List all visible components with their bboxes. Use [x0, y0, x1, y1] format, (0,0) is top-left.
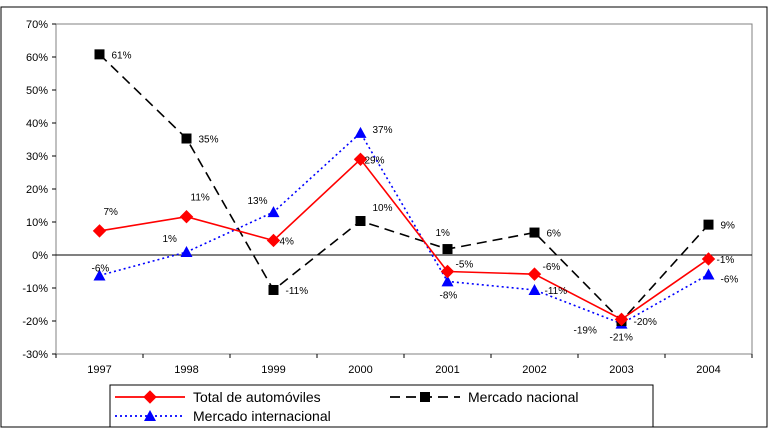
y-tick-label: 20%: [26, 184, 48, 196]
data-label: -19%: [574, 325, 597, 336]
data-label: -6%: [721, 274, 739, 285]
data-label: 10%: [373, 203, 393, 214]
data-point: [614, 312, 629, 327]
data-label: 9%: [721, 221, 736, 232]
legend-swatch-marker: [420, 392, 430, 402]
series-line: [98, 53, 710, 323]
data-point: [354, 126, 367, 138]
data-label: -5%: [456, 260, 474, 271]
x-tick-label: 2000: [348, 364, 372, 376]
data-point: [355, 216, 366, 227]
y-tick-label: 40%: [26, 118, 48, 130]
legend-entry-label: Total de automóviles: [193, 389, 321, 405]
data-label: -8%: [440, 290, 458, 301]
x-tick-label: 1997: [87, 364, 111, 376]
data-point: [94, 49, 105, 60]
data-label: -11%: [545, 286, 568, 297]
plot-area: [55, 23, 753, 355]
data-point: [701, 252, 716, 266]
y-tick-label: -30%: [22, 349, 48, 361]
y-tick-label: 30%: [26, 151, 48, 163]
data-label: -11%: [286, 286, 309, 297]
data-point: [441, 275, 454, 287]
x-tick-label: 2003: [609, 364, 633, 376]
data-label: -6%: [92, 263, 110, 274]
series-line: [99, 158, 709, 321]
data-label: -1%: [717, 255, 735, 266]
data-label: 29%: [365, 155, 385, 166]
y-tick-label: -20%: [22, 316, 48, 328]
series-line: [99, 131, 709, 325]
y-tick-label: 10%: [26, 217, 48, 229]
y-tick-label: 50%: [26, 85, 48, 97]
data-label: 6%: [547, 229, 562, 240]
legend: Total de automóviles Mercado nacional Merc…: [109, 384, 654, 428]
data-label: 4%: [280, 236, 295, 247]
data-point: [702, 268, 715, 280]
y-tick-label: 70%: [26, 19, 48, 31]
y-tick-label: 60%: [26, 52, 48, 64]
y-tick-label: -10%: [22, 283, 48, 295]
x-tick-label: 1999: [261, 364, 285, 376]
y-tick-label: 0%: [32, 250, 48, 262]
data-label: -20%: [634, 317, 657, 328]
data-label: -21%: [610, 333, 633, 344]
data-label: 13%: [248, 196, 268, 207]
data-label: 37%: [373, 125, 393, 136]
data-label: 7%: [104, 207, 119, 218]
x-tick-label: 2001: [435, 364, 459, 376]
data-point: [267, 206, 280, 218]
data-label: 35%: [199, 135, 219, 146]
data-point: [181, 133, 192, 144]
legend-swatch-marker: [143, 390, 157, 404]
data-point: [440, 264, 455, 279]
data-label: 11%: [191, 193, 210, 204]
data-point: [442, 244, 453, 255]
data-point: [266, 233, 281, 248]
data-label: 61%: [112, 50, 132, 61]
axes: -30% -20% -10% 0% 10% 20% 30% 40% 50% 60% 70% 1997 1…: [22, 19, 753, 376]
data-point: [353, 152, 368, 167]
data-point: [703, 219, 714, 230]
data-point: [179, 210, 194, 224]
data-label: 1%: [436, 228, 451, 239]
data-point: [528, 283, 541, 295]
data-point: [268, 284, 279, 295]
x-tick-label: 1998: [174, 364, 198, 376]
x-tick-label: 2002: [522, 364, 546, 376]
legend-swatch-marker: [144, 410, 156, 421]
data-point: [529, 227, 540, 238]
data-label: -6%: [543, 262, 561, 273]
data-point: [180, 246, 193, 258]
data-point: [92, 224, 107, 238]
legend-entry-label: Mercado internacional: [193, 408, 331, 424]
series-layer: [92, 49, 716, 329]
data-label: 1%: [163, 234, 178, 245]
x-tick-label: 2004: [696, 364, 720, 376]
data-point: [527, 267, 542, 281]
data-point: [93, 269, 106, 281]
data-labels: 7% 11% 4% 29% -5% -6% -19% -1% 61% 35% -11% 10% 1% 6%…: [92, 50, 739, 343]
legend-box: [109, 384, 654, 428]
legend-entry-label: Mercado nacional: [468, 389, 579, 405]
